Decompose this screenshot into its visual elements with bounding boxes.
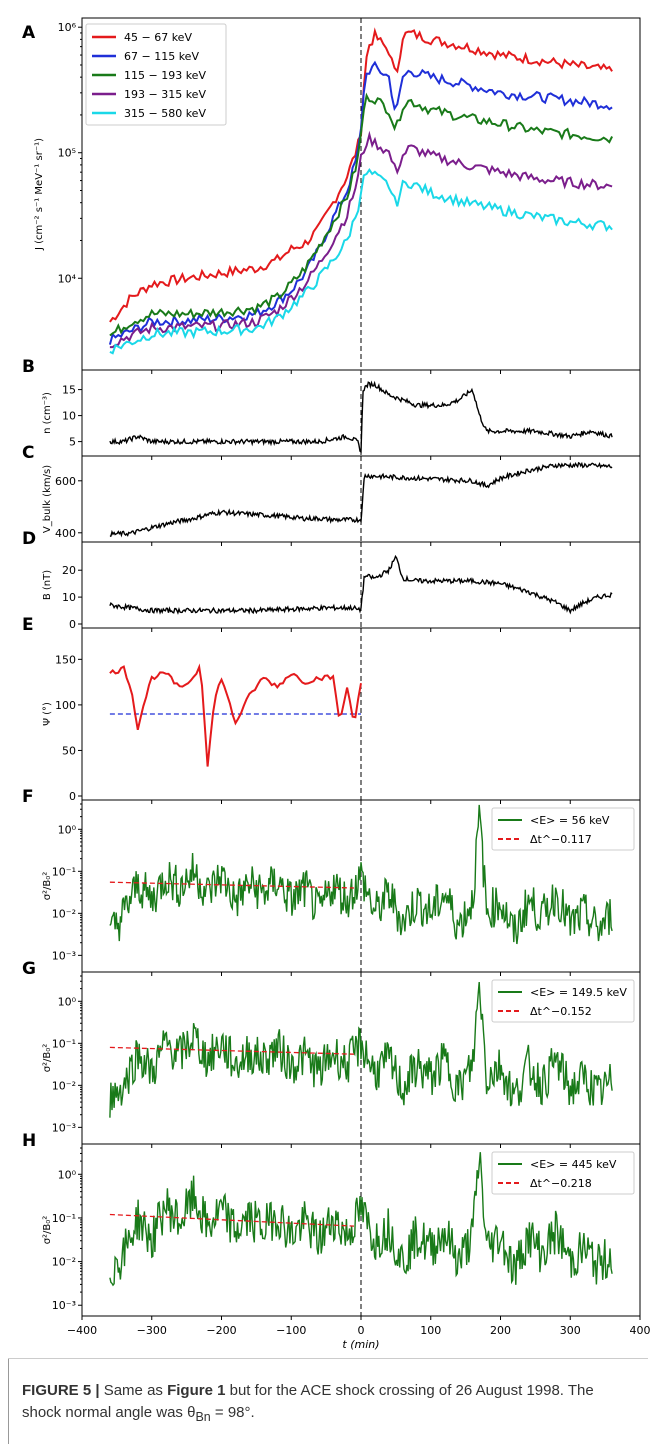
caption-border-left (8, 1358, 9, 1444)
panel-label-F: F (22, 787, 34, 807)
caption-label: FIGURE 5 | (22, 1382, 100, 1399)
y-tick-label-H: 10⁻³ (52, 1299, 76, 1312)
x-tick-label: 400 (630, 1324, 651, 1337)
y-tick-label-E: 150 (55, 653, 76, 666)
y-tick-label-D: 0 (69, 618, 76, 631)
y-tick-label-F: 10⁻¹ (52, 865, 76, 878)
y-tick-label-E: 100 (55, 699, 76, 712)
x-tick-label: 0 (358, 1324, 365, 1337)
x-tick-label: −400 (67, 1324, 97, 1337)
legend-box-A (85, 23, 227, 126)
legend-entry-F: <E> = 56 keV (530, 814, 610, 827)
y-tick-label-A: 10⁴ (58, 272, 77, 285)
series-line-D-0 (109, 554, 613, 615)
panel-label-B: B (22, 357, 35, 377)
series-line-F-1 (109, 881, 355, 889)
y-tick-label-B: 10 (62, 410, 76, 423)
y-axis-label-B: n (cm⁻³) (42, 392, 53, 434)
figure-caption: FIGURE 5 | Same as Figure 1 but for the … (22, 1380, 632, 1428)
panel-label-A: A (22, 23, 36, 43)
legend-box-G (491, 979, 635, 1023)
caption-text-2: but for the ACE shock crossing of 26 Aug… (22, 1382, 594, 1421)
y-tick-label-C: 400 (55, 527, 76, 540)
x-tick-label: 100 (420, 1324, 441, 1337)
series-line-B-0 (109, 380, 613, 454)
x-tick-label: −100 (276, 1324, 306, 1337)
legend-entry-A: 193 − 315 keV (124, 88, 206, 101)
y-axis-label-F: σ²/B₀² (42, 872, 53, 901)
panel-label-C: C (22, 443, 34, 463)
y-axis-label-D: B (nT) (42, 570, 53, 600)
caption-text-1: Same as (99, 1382, 168, 1399)
y-tick-label-A: 10⁵ (58, 147, 76, 160)
series-line-A-2 (109, 92, 613, 337)
legend-entry-H: <E> = 445 keV (530, 1158, 617, 1171)
series-line-A-4 (109, 168, 613, 355)
panel-label-G: G (22, 959, 36, 979)
y-tick-label-H: 10⁰ (58, 1168, 77, 1181)
legend-entry-A: 115 − 193 keV (124, 69, 206, 82)
y-tick-label-F: 10⁰ (58, 823, 77, 836)
y-tick-label-H: 10⁻² (52, 1256, 76, 1269)
legend-box-F (491, 807, 635, 851)
y-tick-label-A: 10⁶ (58, 21, 77, 34)
y-tick-label-B: 15 (62, 384, 76, 397)
legend-entry-G: <E> = 149.5 keV (530, 986, 627, 999)
y-axis-label-G: σ²/B₀² (42, 1044, 53, 1073)
x-tick-label: −200 (206, 1324, 236, 1337)
y-tick-label-G: 10⁻³ (52, 1121, 76, 1134)
series-line-G-0 (109, 981, 613, 1118)
y-tick-label-F: 10⁻³ (52, 949, 76, 962)
series-line-H-1 (109, 1213, 355, 1227)
caption-figure-ref: Figure 1 (167, 1382, 226, 1399)
caption-subscript: Bn (195, 1410, 211, 1424)
y-tick-label-D: 10 (62, 591, 76, 604)
legend-entry-G: Δt^−0.152 (530, 1005, 592, 1018)
y-tick-label-E: 0 (69, 790, 76, 803)
series-line-F-0 (109, 804, 613, 945)
x-tick-label: −300 (137, 1324, 167, 1337)
y-tick-label-B: 5 (69, 436, 76, 449)
y-tick-label-E: 50 (62, 744, 76, 757)
y-tick-label-F: 10⁻² (52, 907, 76, 920)
legend-box-H (491, 1151, 635, 1195)
caption-text-3: = 98°. (210, 1404, 255, 1421)
x-tick-label: 300 (560, 1324, 581, 1337)
legend-entry-A: 67 − 115 keV (124, 50, 199, 63)
y-tick-label-C: 600 (55, 475, 76, 488)
y-axis-label-C: V_bulk (km/s) (42, 465, 53, 533)
series-line-E-0 (109, 663, 362, 767)
y-tick-label-H: 10⁻¹ (52, 1212, 76, 1225)
x-axis-label: t (min) (342, 1338, 379, 1351)
y-tick-label-G: 10⁻² (52, 1079, 76, 1092)
legend-entry-F: Δt^−0.117 (530, 833, 592, 846)
series-line-A-3 (109, 130, 613, 349)
caption-border-top (8, 1358, 648, 1359)
y-tick-label-D: 20 (62, 564, 76, 577)
y-tick-label-G: 10⁰ (58, 995, 77, 1008)
y-tick-label-G: 10⁻¹ (52, 1037, 76, 1050)
legend-entry-A: 45 − 67 keV (124, 31, 192, 44)
legend-entry-H: Δt^−0.218 (530, 1177, 592, 1190)
series-line-G-1 (109, 1046, 355, 1055)
y-axis-label-H: σ²/B₀² (42, 1216, 53, 1245)
legend-entry-A: 315 − 580 keV (124, 107, 206, 120)
panel-label-E: E (22, 615, 34, 635)
x-tick-label: 200 (490, 1324, 511, 1337)
panel-label-D: D (22, 529, 36, 549)
y-axis-label-E: Ψ (°) (42, 702, 53, 726)
panel-label-H: H (22, 1131, 36, 1151)
series-line-C-0 (109, 461, 613, 538)
series-line-H-0 (109, 1152, 613, 1287)
y-axis-label-A: J (cm⁻² s⁻¹ MeV⁻¹ sr⁻¹) (34, 138, 45, 251)
figure-chart: A J (cm⁻² s⁻¹ MeV⁻¹ sr⁻¹) 10⁴ 10⁵ 10⁶ 45 − 67… (22, 17, 651, 1351)
